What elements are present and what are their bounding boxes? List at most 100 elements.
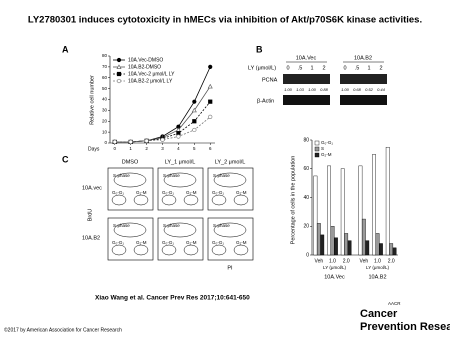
dose: 1 xyxy=(367,65,370,71)
gate-label: G₂-M xyxy=(136,240,147,245)
logo-text: Prevention Research xyxy=(360,321,450,333)
ratio: 1.03 xyxy=(296,87,305,92)
axis-label: Percentage of cells in the population xyxy=(290,156,296,245)
gate-label: S-phase xyxy=(163,223,180,228)
y-tick-label: 70 xyxy=(102,64,108,69)
bar xyxy=(327,165,331,256)
ratio: 1.00 xyxy=(341,87,350,92)
y-tick-label: 30 xyxy=(102,108,108,113)
dose-label: LY (μmol/L) xyxy=(248,65,276,71)
gate xyxy=(163,172,197,188)
gate-label: G₂-M xyxy=(186,240,197,245)
ratio: 0.44 xyxy=(377,87,386,92)
x-tick-label: 5 xyxy=(193,146,196,151)
axis-label: Relative cell number xyxy=(89,75,95,125)
legend-label: S xyxy=(321,146,324,151)
gate-label: G₂-M xyxy=(136,190,147,195)
bar xyxy=(313,175,318,256)
gate-label: S-phase xyxy=(113,223,130,228)
x-tick-label: 6 xyxy=(209,146,212,151)
marker xyxy=(116,71,122,77)
gate-label: G₀-G₁ xyxy=(212,190,224,195)
dose: 2 xyxy=(379,65,382,71)
marker xyxy=(176,134,181,139)
marker xyxy=(160,137,165,142)
ratio: 1.00 xyxy=(284,87,293,92)
copyright: ©2017 by American Association for Cancer… xyxy=(4,326,122,333)
band xyxy=(340,74,387,84)
x-tick-label: 4 xyxy=(177,146,180,151)
bar xyxy=(347,240,352,256)
gate xyxy=(213,172,247,188)
ratio: 1.00 xyxy=(308,87,317,92)
flow-plot xyxy=(207,167,254,211)
bar xyxy=(358,165,363,256)
dose: 1 xyxy=(310,65,313,71)
x-sublabel: LY (μmol/L) xyxy=(366,265,389,270)
y-tick-label: 60 xyxy=(102,75,108,80)
band xyxy=(283,95,330,105)
gate xyxy=(211,194,227,206)
flow-plot xyxy=(157,167,204,211)
marker xyxy=(128,139,133,145)
group-label: 10A.B2 xyxy=(368,274,386,280)
gate xyxy=(183,244,199,256)
flow-plot xyxy=(107,167,154,211)
y-tick-label: 50 xyxy=(102,86,108,91)
x-tick-label: Veh xyxy=(360,258,369,264)
x-tick-label: 2.0 xyxy=(388,258,395,264)
bar xyxy=(389,243,394,256)
blot-group: 10A.Vec xyxy=(296,55,317,61)
gate-label: S-phase xyxy=(113,173,130,178)
x-tick-label: Veh xyxy=(315,258,324,264)
bar xyxy=(372,154,376,256)
legend-label: 10A.Vec-DMSO xyxy=(128,57,163,63)
marker xyxy=(116,57,122,63)
marker xyxy=(207,83,213,89)
flow-plot xyxy=(157,217,204,261)
legend-label: 10A.B2-2 μmol/L LY xyxy=(128,78,173,84)
gate xyxy=(163,222,197,238)
marker xyxy=(192,127,197,133)
x-tick-label: 2 xyxy=(145,146,148,151)
legend-swatch xyxy=(314,140,320,146)
gate xyxy=(161,194,177,206)
band xyxy=(283,74,330,84)
marker xyxy=(192,119,197,124)
gate xyxy=(183,194,199,206)
series-line xyxy=(114,86,211,143)
x-tick-label: 1.0 xyxy=(374,258,381,264)
marker xyxy=(192,99,197,104)
gate xyxy=(233,244,249,256)
y-tick-label: 60 xyxy=(303,166,309,172)
x-tick-label: 0 xyxy=(114,146,117,151)
gate xyxy=(113,222,147,238)
gate xyxy=(111,244,127,256)
gate xyxy=(211,244,227,256)
gate-label: G₀-G₁ xyxy=(162,240,174,245)
gate-label: G₀-G₁ xyxy=(212,240,224,245)
gate xyxy=(161,244,177,256)
marker xyxy=(208,99,213,104)
dose: 0 xyxy=(343,65,346,71)
axis-label: PI xyxy=(227,265,233,271)
band xyxy=(340,95,387,105)
gate xyxy=(111,194,127,206)
axis-label: Days xyxy=(88,146,100,152)
ratio: 0.88 xyxy=(320,87,329,92)
x-tick-label: 2.0 xyxy=(343,258,350,264)
dose: 2 xyxy=(322,65,325,71)
legend-label: 10A.B2-DMSO xyxy=(128,64,161,70)
bar xyxy=(320,234,325,256)
y-tick-label: 40 xyxy=(102,97,108,102)
logo-text: Cancer xyxy=(360,308,398,320)
gate-label: G₀-G₁ xyxy=(112,240,124,245)
axis-label: BrdU xyxy=(87,209,93,222)
bar xyxy=(316,223,321,256)
dose: 0 xyxy=(286,65,289,71)
bar xyxy=(365,240,370,256)
title: LY2780301 induces cytotoxicity in hMECs … xyxy=(28,15,422,26)
column-label: DMSO xyxy=(122,159,139,165)
flow-plot xyxy=(107,217,154,261)
